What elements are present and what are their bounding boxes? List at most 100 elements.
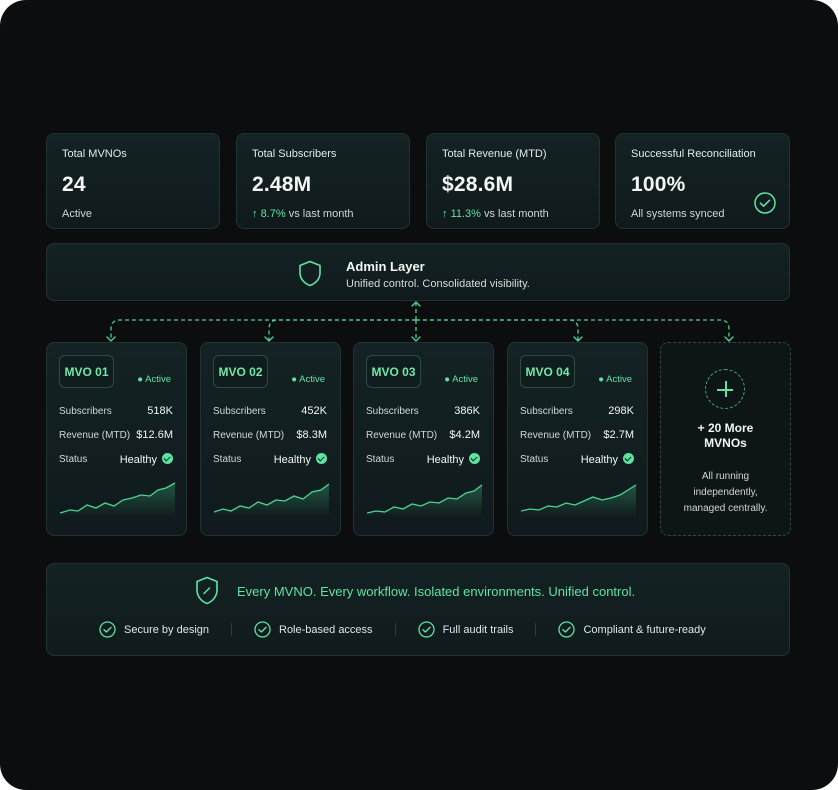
check-icon [469,453,480,464]
row-label: Subscribers [213,405,266,417]
check-circle-icon [99,621,116,638]
stat-value: $28.6M [442,173,514,196]
stat-card-total-revenue: Total Revenue (MTD) $28.6M ↑ 11.3% vs la… [426,133,600,229]
divider [231,623,232,636]
row-label: Revenue (MTD) [366,429,438,441]
connector-lines [106,301,734,342]
status-badge: ● Active [137,374,171,385]
status-badge: ● Active [444,374,478,385]
arrow-up-icon: ↑ [442,208,448,220]
mvo-name-badge: MVO 03 [366,355,421,388]
row-value: Healthy [427,453,480,466]
row-value: 452K [301,405,327,417]
revenue-row: Revenue (MTD) $2.7M [520,429,634,441]
check-circle-icon [558,621,576,638]
sparkline-chart [521,484,637,517]
stat-label: Total MVNOs [62,148,127,160]
check-circle-icon [754,192,776,214]
mvo-card-01[interactable]: MVO 01 ● Active Subscribers 518K Revenue … [46,342,187,536]
feature-label: Compliant & future-ready [583,623,706,636]
admin-subtitle: Unified control. Consolidated visibility… [346,278,530,290]
row-label: Subscribers [520,405,573,417]
check-circle-icon [254,621,271,638]
status-badge-label: Active [145,374,171,385]
stat-value: 100% [631,173,686,196]
stat-label: Total Subscribers [252,148,337,160]
row-label: Revenue (MTD) [59,429,131,441]
row-label: Revenue (MTD) [213,429,285,441]
revenue-row: Revenue (MTD) $4.2M [366,429,480,441]
subscribers-row: Subscribers 518K [59,405,173,417]
trend-percent: 8.7% [260,208,286,220]
row-label: Status [520,454,549,465]
mvo-card-03[interactable]: MVO 03 ● Active Subscribers 386K Revenue … [353,342,494,536]
trend-sub: vs last month [288,208,354,220]
check-icon [316,453,327,464]
row-label: Status [366,454,395,465]
feature-label: Secure by design [124,623,209,636]
mvo-name-badge: MVO 02 [213,355,268,388]
mvo-card-02[interactable]: MVO 02 ● Active Subscribers 452K Revenue … [200,342,341,536]
stat-sub: Active [62,208,92,220]
stat-value: 2.48M [252,173,312,196]
status-row: Status Healthy [366,453,480,466]
feature-list: Secure by design Role-based access Full … [99,621,706,638]
footer-headline: Every MVNO. Every workflow. Isolated env… [237,584,636,599]
stat-label: Total Revenue (MTD) [442,148,547,160]
subscribers-row: Subscribers 452K [213,405,327,417]
check-circle-icon [417,621,435,638]
stat-value: 24 [62,173,86,196]
check-icon [162,453,173,464]
mvo-name-badge: MVO 04 [520,355,575,388]
sparkline-chart [214,483,330,517]
plus-icon[interactable] [705,369,745,409]
row-value: 298K [608,405,634,417]
feature-label: Role-based access [279,623,373,636]
admin-title: Admin Layer [346,259,425,274]
row-value: Healthy [120,453,173,466]
feature-item: Role-based access [254,621,373,638]
more-mvnos-card[interactable]: + 20 More MVNOs All running independentl… [660,342,791,536]
status-row: Status Healthy [213,453,327,466]
stat-trend: ↑ 11.3% vs last month [442,208,584,220]
row-value: Healthy [581,453,634,466]
shield-check-icon [196,576,218,605]
row-label: Subscribers [366,405,419,417]
status-value: Healthy [580,454,618,466]
row-value: Healthy [274,453,327,466]
status-row: Status Healthy [59,453,173,466]
status-value: Healthy [426,454,464,466]
row-value: $12.6M [136,429,173,441]
arrow-up-icon: ↑ [252,208,258,220]
row-label: Revenue (MTD) [520,429,592,441]
more-title: + 20 More MVNOs [697,421,754,450]
stat-card-total-subscribers: Total Subscribers 2.48M ↑ 8.7% vs last m… [236,133,410,229]
trend-percent: 11.3% [450,208,481,220]
revenue-row: Revenue (MTD) $12.6M [59,429,173,441]
row-value: 518K [147,405,173,417]
stat-trend: ↑ 8.7% vs last month [252,208,394,220]
status-badge: ● Active [291,374,325,385]
mvo-name-badge: MVO 01 [59,355,114,388]
feature-item: Compliant & future-ready [558,621,706,638]
status-value: Healthy [119,454,157,466]
sparkline-chart [367,484,483,517]
row-label: Subscribers [59,405,112,417]
feature-item: Full audit trails [417,621,514,638]
check-icon [623,453,634,464]
status-row: Status Healthy [520,453,634,466]
row-label: Status [59,454,88,465]
status-badge-label: Active [452,374,478,385]
row-value: 386K [454,405,480,417]
divider [394,623,396,636]
status-badge-label: Active [299,374,325,385]
revenue-row: Revenue (MTD) $8.3M [213,429,327,441]
mvo-card-04[interactable]: MVO 04 ● Active Subscribers 298K Revenue … [507,342,648,536]
stat-sub: All systems synced [631,208,725,220]
subscribers-row: Subscribers 386K [366,405,480,417]
feature-label: Full audit trails [442,623,514,636]
shield-icon [299,260,321,287]
row-value: $2.7M [603,429,634,441]
stat-label: Successful Reconciliation [631,148,756,160]
